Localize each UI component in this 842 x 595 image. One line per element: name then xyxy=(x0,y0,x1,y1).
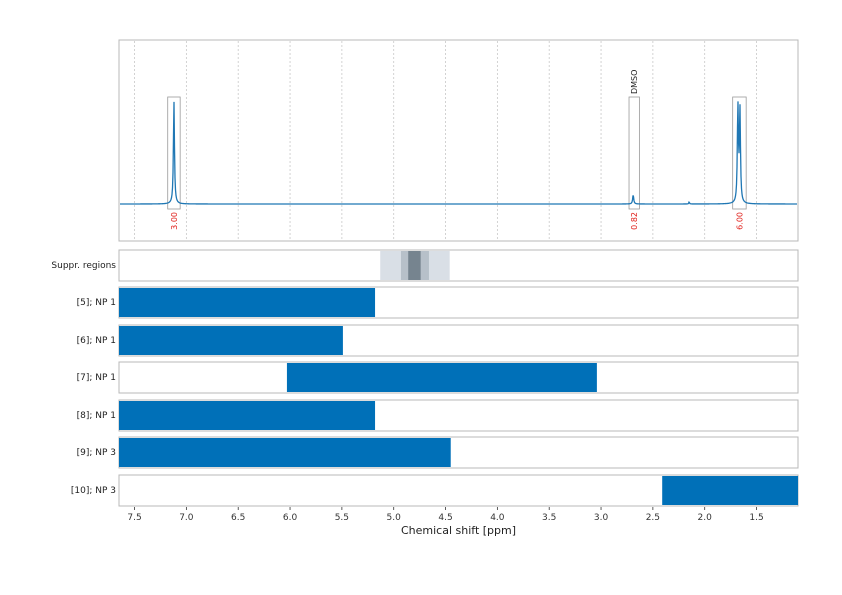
range-label: [7]; NP 1 xyxy=(77,373,116,383)
range-bar xyxy=(119,401,376,430)
x-tick-label: 7.0 xyxy=(179,513,194,523)
x-tick-label: 4.0 xyxy=(490,513,505,523)
range-label: [8]; NP 1 xyxy=(77,411,116,421)
spectrum-line xyxy=(120,101,797,205)
integration-box xyxy=(628,96,640,210)
range-label: [10]; NP 3 xyxy=(71,486,116,496)
x-axis-title: Chemical shift [ppm] xyxy=(401,524,516,537)
x-tick-label: 1.5 xyxy=(749,513,763,523)
integral-value: 0.82 xyxy=(630,212,639,230)
x-tick-label: 5.5 xyxy=(335,513,349,523)
range-bar xyxy=(119,288,376,317)
range-bar xyxy=(286,363,597,392)
suppression-label: Suppr. regions xyxy=(51,261,116,271)
range-bar xyxy=(119,326,343,355)
x-tick-label: 7.5 xyxy=(127,513,141,523)
x-tick-label: 2.0 xyxy=(698,513,713,523)
x-tick-label: 6.0 xyxy=(283,513,298,523)
noise-range-panels: [5]; NP 1 [6]; NP 1 [7]; NP 1 [8]; NP 1 [9];… xyxy=(71,286,799,507)
spectrum-frame xyxy=(118,39,799,242)
suppression-panel: Suppr. regions xyxy=(51,249,799,282)
integration-box xyxy=(167,96,181,210)
x-tick-label: 6.5 xyxy=(231,513,245,523)
x-tick-label: 5.0 xyxy=(387,513,402,523)
x-tick-label: 4.5 xyxy=(438,513,452,523)
range-label: [5]; NP 1 xyxy=(77,298,116,308)
range-label: [9]; NP 3 xyxy=(77,448,116,458)
range-label: [6]; NP 1 xyxy=(77,336,116,346)
spectrum-panel: 3.00 0.82 DMSO 6.00 xyxy=(118,39,799,242)
x-axis: 7.5 7.0 6.5 6.0 5.5 5.0 4.5 4.0 3.5 3.0 2.5 2.0 1.5 C… xyxy=(127,507,764,537)
x-tick-label: 2.5 xyxy=(646,513,660,523)
range-bar xyxy=(119,438,451,467)
suppression-frame xyxy=(118,249,799,282)
x-tick-label: 3.0 xyxy=(594,513,609,523)
suppression-band xyxy=(408,251,421,280)
integral-value: 6.00 xyxy=(735,212,744,230)
x-tick-label: 3.5 xyxy=(542,513,556,523)
integral-value: 3.00 xyxy=(170,212,179,230)
range-bar xyxy=(662,476,798,505)
peak-annotation: DMSO xyxy=(630,70,639,94)
integration-box xyxy=(732,96,747,210)
